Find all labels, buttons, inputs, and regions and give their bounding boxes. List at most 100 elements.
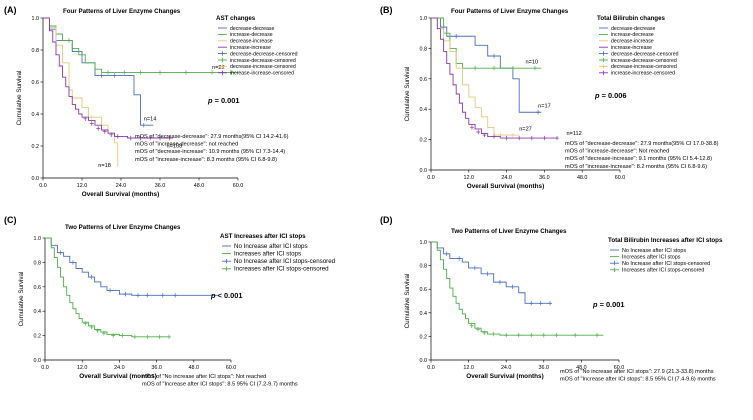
legend-title: Total Bilirubin changes bbox=[597, 15, 666, 22]
x-tick-label: 12.0 bbox=[77, 183, 88, 189]
legend-label: Increases after ICI stops-censored bbox=[622, 268, 704, 274]
censor-mark bbox=[454, 34, 459, 39]
legend-label: decrease-decrease-censored bbox=[230, 51, 298, 57]
x-axis-label: Overall Survival (months) bbox=[79, 373, 156, 380]
censor-mark bbox=[99, 73, 104, 78]
censor-mark bbox=[132, 334, 137, 340]
censor-mark bbox=[555, 135, 559, 141]
censor-mark bbox=[95, 328, 100, 333]
censor-mark bbox=[167, 135, 172, 141]
censor-mark bbox=[102, 129, 107, 134]
chart-title: Four Patterns of Liver Enzyme Changes bbox=[451, 8, 569, 15]
legend-label: increase-decrease bbox=[230, 32, 273, 38]
x-tick-label: 60.0 bbox=[614, 365, 625, 371]
n-label: n=108 bbox=[167, 144, 183, 150]
y-axis-label: Cumulative Survival bbox=[16, 71, 23, 126]
censor-mark bbox=[83, 116, 88, 121]
censor-mark bbox=[485, 271, 490, 277]
n-label: n=18 bbox=[98, 163, 111, 169]
x-axis-label: Overall Survival (months) bbox=[82, 191, 159, 198]
y-tick-label: 0.4 bbox=[34, 309, 42, 315]
x-tick-label: 36.0 bbox=[539, 175, 550, 181]
x-tick-label: 12.0 bbox=[464, 175, 475, 181]
x-tick-label: 0.0 bbox=[427, 365, 435, 371]
n-label: n=17 bbox=[538, 104, 551, 110]
legend-label: increase-increase-censored bbox=[611, 71, 675, 77]
y-axis-label: Cumulative Survival bbox=[404, 67, 411, 122]
censor-mark bbox=[184, 70, 188, 75]
y-tick-label: 0.0 bbox=[420, 168, 428, 174]
censor-mark bbox=[529, 301, 534, 306]
legend-label: No Increase after ICI stops bbox=[622, 248, 686, 254]
censor-mark bbox=[516, 333, 521, 338]
censor-mark bbox=[510, 65, 515, 71]
mos-annotation: mOS of "Increase after ICI stops": 8.5 9… bbox=[142, 382, 298, 388]
x-axis-label: Overall Survival (months) bbox=[467, 183, 544, 190]
censor-mark bbox=[542, 135, 547, 141]
censor-mark bbox=[497, 279, 502, 285]
censor-mark bbox=[444, 251, 449, 256]
legend-label: decrease-decrease bbox=[230, 26, 275, 32]
legend-label: No Increase after ICI stops bbox=[234, 243, 308, 250]
x-tick-label: 24.0 bbox=[501, 365, 512, 371]
censor-mark bbox=[112, 73, 117, 78]
x-tick-label: 48.0 bbox=[577, 175, 588, 181]
km-curve bbox=[431, 241, 551, 304]
n-label: n=10 bbox=[526, 60, 539, 66]
censor-mark bbox=[120, 333, 125, 338]
x-tick-label: 0.0 bbox=[41, 365, 49, 371]
mos-annotation: mOS of "decrease-increase": 10.9 months … bbox=[135, 149, 285, 155]
legend-label: increase-increase-censored bbox=[230, 71, 294, 77]
km-curve bbox=[43, 17, 173, 139]
km-curve bbox=[431, 17, 520, 136]
km-curve bbox=[431, 17, 542, 113]
y-tick-label: 0.4 bbox=[420, 107, 428, 113]
censor-mark bbox=[96, 126, 101, 131]
x-tick-label: 36.0 bbox=[155, 183, 166, 189]
legend-label: increase-decrease-censored bbox=[611, 58, 677, 64]
censor-mark bbox=[83, 321, 88, 326]
y-tick-label: 0.6 bbox=[420, 77, 428, 83]
censor-mark bbox=[89, 324, 94, 330]
censor-mark bbox=[548, 301, 553, 306]
censor-mark bbox=[210, 70, 214, 75]
censor-mark bbox=[472, 265, 477, 271]
censor-mark bbox=[158, 135, 162, 141]
panel-label: (B) bbox=[380, 5, 393, 15]
legend-label: increase-decrease-censored bbox=[230, 58, 296, 64]
km-curve bbox=[431, 17, 557, 139]
chart-panel-1: (A) Four Patterns of Liver Enzyme Changes… bbox=[4, 5, 298, 198]
censor-mark bbox=[167, 334, 171, 340]
x-tick-label: 48.0 bbox=[189, 365, 200, 371]
censor-mark bbox=[536, 110, 541, 115]
legend-title: AST Increases after ICI stops bbox=[220, 233, 306, 240]
censor-mark bbox=[160, 293, 165, 298]
censor-mark bbox=[541, 333, 546, 338]
y-tick-label: 1.0 bbox=[34, 236, 42, 242]
censor-mark bbox=[122, 70, 127, 75]
y-tick-label: 0.2 bbox=[32, 144, 40, 150]
censor-mark bbox=[538, 301, 543, 306]
legend-label: decrease-increase bbox=[230, 39, 273, 45]
censor-mark bbox=[145, 293, 150, 298]
x-tick-label: 60.0 bbox=[233, 183, 244, 189]
censor-mark bbox=[136, 293, 140, 298]
y-tick-label: 0.4 bbox=[32, 112, 40, 118]
mos-annotation: mOS of "increase-increase": 8.3 months (… bbox=[135, 157, 277, 163]
x-tick-label: 36.0 bbox=[151, 365, 162, 371]
censor-mark bbox=[138, 70, 143, 75]
y-tick-label: 0.0 bbox=[32, 176, 40, 182]
censor-mark bbox=[138, 135, 143, 141]
censor-mark bbox=[106, 70, 110, 75]
y-axis-label: Cumulative Survival bbox=[18, 272, 25, 327]
y-tick-label: 0.8 bbox=[420, 46, 428, 52]
censor-mark bbox=[482, 132, 487, 138]
legend-label: Increases after ICI stops bbox=[622, 254, 681, 260]
censor-mark bbox=[517, 135, 522, 141]
x-tick-label: 48.0 bbox=[576, 365, 587, 371]
x-tick-label: 0.0 bbox=[39, 183, 47, 189]
chart-panel-4: (D) Two Patterns of Liver Enzyme Changes 0… bbox=[380, 215, 723, 383]
legend-label: No Increase after ICI stops-censored bbox=[622, 261, 710, 267]
y-tick-label: 0.6 bbox=[32, 80, 40, 86]
censor-mark bbox=[141, 123, 146, 128]
